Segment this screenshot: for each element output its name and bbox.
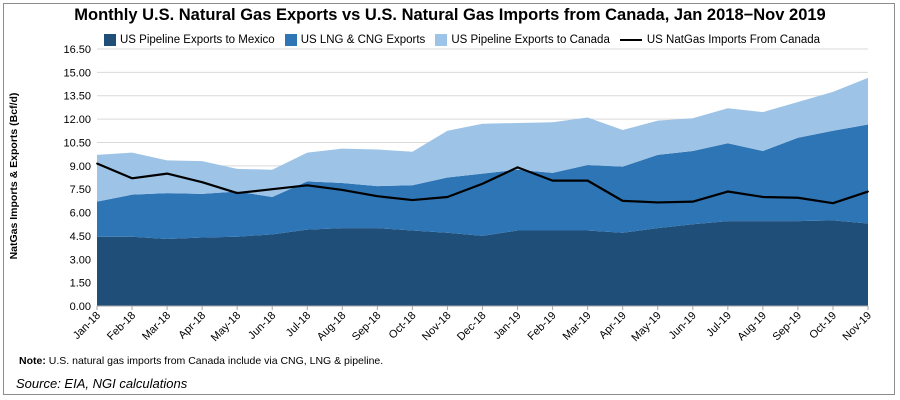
stacked-areas [97,77,868,306]
imports-point [867,190,869,193]
y-tick-label: 16.50 [63,44,91,56]
imports-point [341,189,344,191]
imports-point [376,195,379,198]
imports-point [691,200,694,203]
legend-swatch-lng [284,34,297,46]
x-tick-label: Apr-19 [597,310,629,342]
legend-entry-lng: US LNG & CNG Exports [284,34,426,46]
area-series-0 [97,220,868,306]
imports-point [236,192,239,194]
x-tick-label: Oct-19 [807,310,839,342]
area-series-1 [97,124,868,240]
imports-point [761,196,764,198]
x-tick-label: Jun-19 [667,310,699,342]
imports-point [201,181,204,184]
x-tick-label: May-19 [629,310,663,344]
imports-point [621,199,624,202]
footnote: Note: U.S. natural gas imports from Cana… [19,355,383,367]
legend-entry-canada-exports: US Pipeline Exports to Canada [435,34,610,46]
y-tick-label: 9.00 [70,161,91,173]
imports-point [797,196,799,199]
legend: US Pipeline Exports to Mexico US LNG & C… [104,31,830,49]
area-series-2 [97,77,868,202]
y-tick-label: 13.50 [63,91,91,103]
chart-title: Monthly U.S. Natural Gas Exports vs U.S.… [74,6,826,24]
x-tick-label: Jul-19 [704,310,734,340]
y-tick-label: 4.50 [70,231,91,243]
imports-point [166,172,168,175]
x-tick-label: Nov-19 [841,310,875,344]
x-tick-label: Dec-18 [455,310,489,344]
y-tick-label: 10.50 [63,137,91,149]
imports-point [271,188,274,191]
imports-point [516,166,519,169]
imports-point [586,179,589,182]
x-tick-label: Apr-18 [176,310,208,342]
imports-point [481,182,484,185]
source-note: Source: EIA, NGI calculations [16,376,188,391]
x-tick-label: Oct-18 [387,310,419,342]
imports-point [131,177,133,180]
imports-line-layer [96,162,869,205]
x-tick-label: Feb-18 [105,310,138,343]
x-tick-label: Jun-18 [246,310,278,342]
x-tick-label: Sep-19 [770,310,804,344]
legend-entry-imports: US NatGas Imports From Canada [619,34,821,46]
x-tick-label: Aug-19 [735,310,769,344]
y-tick-label: 7.50 [70,184,91,196]
y-tick-label: 3.00 [70,254,91,266]
x-tick-label: Mar-18 [140,310,173,343]
imports-point [446,196,449,198]
imports-point [832,202,834,205]
legend-swatch-mexico [104,34,116,46]
imports-point [306,184,309,187]
x-tick-label: May-18 [209,310,243,344]
y-tick-label: 0.00 [70,301,91,313]
imports-point [551,179,554,182]
imports-point [96,162,98,165]
x-tick-label: Mar-19 [561,310,594,343]
x-tick-label: Feb-19 [526,310,559,343]
imports-point [411,199,414,201]
x-tick-label: Jul-18 [284,310,314,340]
legend-label-mexico: US Pipeline Exports to Mexico [120,34,275,46]
legend-swatch-canada-exports [435,34,448,46]
y-tick-label: 1.50 [70,278,91,290]
legend-entry-mexico: US Pipeline Exports to Mexico [104,34,275,46]
legend-label-canada-exports: US Pipeline Exports to Canada [451,34,610,46]
footnote-label: Note: [19,355,46,367]
x-tick-label: Nov-18 [420,310,454,344]
footnote-text: U.S. natural gas imports from Canada inc… [45,355,384,367]
legend-label-imports: US NatGas Imports From Canada [646,34,821,46]
imports-point [656,201,659,204]
x-tick-label: Jan-19 [491,310,523,342]
y-tick-label: 6.00 [70,208,91,220]
x-tick-label: Aug-18 [315,310,349,344]
imports-point [726,190,729,193]
y-tick-label: 12.00 [63,114,91,126]
x-tick-label: Sep-18 [350,310,384,344]
x-tick-label: Jan-18 [71,310,103,342]
legend-line-imports [619,39,642,41]
y-tick-label: 15.00 [63,67,91,79]
legend-label-lng: US LNG & CNG Exports [300,34,426,46]
